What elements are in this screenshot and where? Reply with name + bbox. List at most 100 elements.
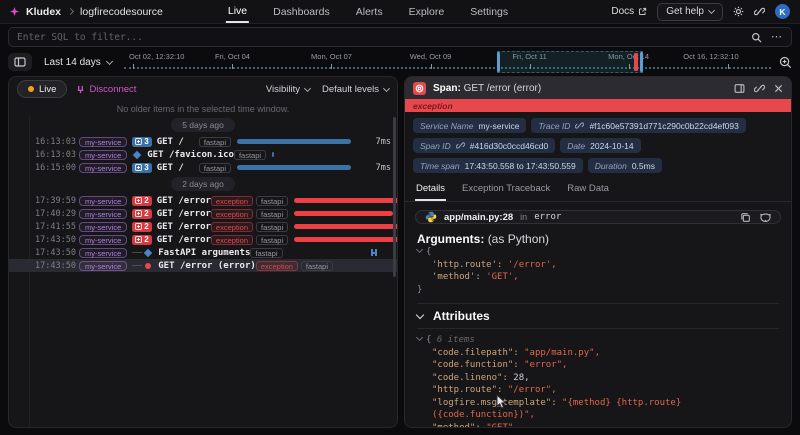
span-diamond-icon [133, 150, 142, 159]
span-bar[interactable] [294, 211, 394, 216]
tab-explore[interactable]: Explore [408, 6, 445, 18]
breadcrumb-project[interactable]: logfirecodesource [80, 5, 163, 18]
children-count-badge[interactable]: 2 [132, 208, 152, 219]
span-bar[interactable] [237, 139, 352, 144]
tab-live[interactable]: Live [225, 0, 250, 23]
time-separator: 2 days ago [171, 177, 235, 191]
timeline-selection[interactable] [496, 51, 643, 73]
code-location-in: in [520, 212, 528, 222]
open-panel-icon[interactable] [734, 83, 745, 94]
scrollbar-thumb[interactable] [393, 117, 396, 277]
span-detail-header: Span: GET /error (error) [405, 77, 791, 99]
span-bar[interactable] [294, 224, 397, 229]
tab-dashboards[interactable]: Dashboards [273, 6, 330, 18]
children-count-badge[interactable]: 3 [132, 136, 152, 147]
span-bar-lane [237, 135, 355, 148]
tab-settings[interactable]: Settings [470, 6, 509, 18]
trace-row[interactable]: 17:40:29 my-service 2 GET /error excepti… [9, 207, 397, 220]
children-count: 2 [144, 196, 149, 205]
span-kind-label: Span: [433, 82, 461, 94]
copy-link-icon[interactable] [754, 83, 765, 94]
timeline-tick [232, 64, 234, 69]
chevron-down-icon [707, 6, 716, 15]
span-bar-lane [294, 194, 397, 207]
span-bar[interactable] [237, 165, 352, 170]
more-options-icon[interactable]: ⋯ [771, 31, 783, 43]
span-name: FastAPI arguments [158, 247, 251, 258]
tab-raw-data[interactable]: Raw Data [567, 183, 609, 194]
code-location-card[interactable]: app/main.py:28 in error [415, 210, 781, 224]
tree-connector [132, 265, 143, 266]
timeline-tick-label: Wed, Oct 09 [409, 52, 452, 61]
selection-end-handle[interactable] [639, 52, 643, 72]
meta-service-name: Service Name my-service [413, 118, 527, 133]
span-bar-lane [289, 246, 398, 259]
span-bar[interactable] [294, 237, 397, 242]
collapse-caret-icon[interactable] [415, 245, 424, 254]
visibility-dropdown[interactable]: Visibility [266, 84, 312, 95]
levels-dropdown[interactable]: Default levels [322, 84, 391, 95]
collapse-caret-icon[interactable] [415, 333, 424, 342]
children-count-badge[interactable]: 2 [132, 234, 152, 245]
github-icon[interactable] [760, 212, 771, 223]
span-meta: Service Name my-service Trace ID #f1c60e57… [405, 112, 791, 177]
link-icon [754, 7, 765, 16]
trace-row-selected[interactable]: 17:43:50 my-service GET /error (error) e… [9, 259, 397, 272]
meta-span-id[interactable]: Span ID #416d30c0ccd46cd0 [413, 138, 556, 153]
selection-start-handle[interactable] [496, 52, 500, 72]
link-icon [455, 142, 465, 149]
children-count-badge[interactable]: 2 [132, 221, 152, 232]
tab-details[interactable]: Details [415, 179, 447, 201]
copy-icon[interactable] [740, 212, 751, 223]
children-count-badge[interactable]: 2 [132, 195, 152, 206]
span-bar-lane [294, 220, 397, 233]
tab-alerts[interactable]: Alerts [355, 6, 383, 18]
trace-row[interactable]: 17:43:50 my-service FastAPI arguments fa… [9, 246, 397, 259]
span-marker[interactable] [371, 249, 378, 256]
docs-link[interactable]: Docs [611, 6, 647, 17]
trace-row[interactable]: 16:13:03 my-service GET /favicon.ico fas… [9, 148, 397, 161]
span-bar[interactable] [272, 152, 275, 157]
fastapi-tag: fastapi [233, 149, 267, 160]
sidebar-toggle-button[interactable] [8, 53, 32, 71]
tab-exception-traceback[interactable]: Exception Traceback [462, 183, 551, 194]
share-link-button[interactable] [754, 6, 765, 17]
timeline[interactable]: Oct 02, 12:32:10 Fri, Oct 04 Mon, Oct 07… [123, 51, 771, 73]
children-count-badge[interactable]: 3 [132, 162, 152, 173]
brace: } [417, 284, 423, 295]
trace-row[interactable]: 17:39:59 my-service 2 GET /error excepti… [9, 194, 397, 207]
trace-row[interactable]: 17:41:55 my-service 2 GET /error excepti… [9, 220, 397, 233]
main-nav: Live Dashboards Alerts Explore Settings [225, 0, 510, 24]
attributes-heading[interactable]: Attributes [415, 309, 779, 329]
sun-icon [733, 6, 744, 17]
span-bar[interactable] [294, 198, 397, 203]
zoom-in-button[interactable] [779, 56, 792, 69]
live-toggle-button[interactable]: Live [17, 80, 68, 98]
breadcrumb-org[interactable]: Kludex [26, 5, 62, 18]
span-name: GET /error [156, 208, 211, 219]
timeline-tick-label: Mon, Oct 07 [311, 52, 352, 61]
sql-filter-input[interactable] [17, 31, 742, 43]
live-status-dot-icon [28, 86, 34, 92]
trace-row[interactable]: 17:43:50 my-service 2 GET /error excepti… [9, 233, 397, 246]
user-avatar[interactable]: K [775, 4, 790, 19]
time-range-select[interactable]: Last 14 days [40, 57, 116, 68]
get-help-button[interactable]: Get help [657, 2, 723, 21]
disconnect-label: Disconnect [89, 83, 137, 95]
exception-tag: exception [255, 260, 298, 271]
collapse-caret-icon [415, 310, 425, 320]
disconnect-button[interactable]: Disconnect [76, 84, 136, 95]
get-help-label: Get help [666, 6, 704, 17]
trace-rows: 5 days ago 16:13:03 my-service 3 GET / f… [9, 115, 397, 427]
trace-row[interactable]: 16:13:03 my-service 3 GET / fastapi 7ms [9, 135, 397, 148]
close-icon[interactable] [774, 84, 783, 93]
arguments-code: { 'http.route': '/error', 'method': 'GET… [415, 245, 779, 296]
trace-row[interactable]: 16:15:00 my-service 3 GET / fastapi 7ms [9, 161, 397, 174]
meta-trace-id[interactable]: Trace ID #f1c60e57391d771c290c0b22cd4ef09… [531, 118, 746, 133]
exception-badge-icon [413, 81, 426, 95]
time-range-bar: Last 14 days Oct 02, 12:32:10 Fri, Oct 0… [8, 51, 792, 73]
row-time: 16:15:00 [35, 162, 76, 173]
search-icon[interactable] [751, 32, 762, 43]
theme-toggle-button[interactable] [733, 6, 744, 17]
